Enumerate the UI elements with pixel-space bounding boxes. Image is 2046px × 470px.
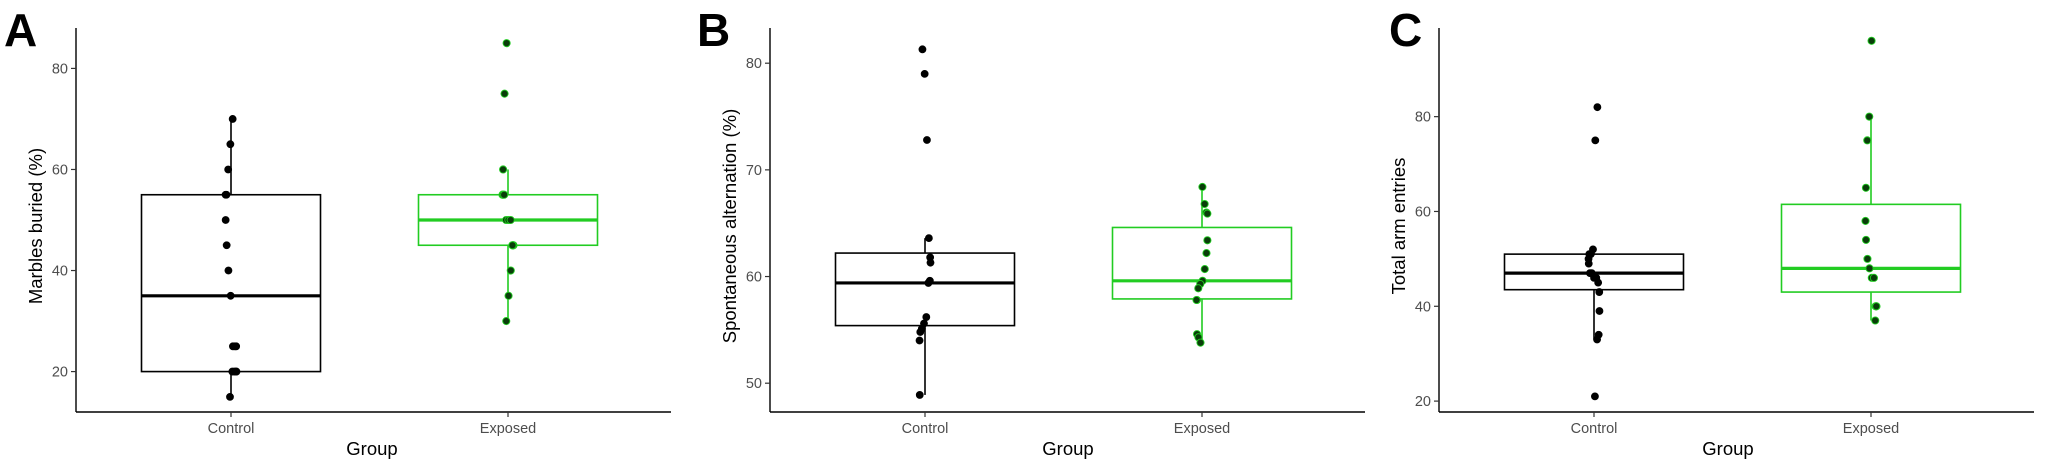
x-tick-label: Exposed bbox=[480, 421, 536, 437]
data-point bbox=[1200, 265, 1209, 274]
x-tick-label: Exposed bbox=[1174, 421, 1230, 437]
data-point bbox=[221, 216, 230, 224]
data-point bbox=[228, 367, 237, 376]
x-axis-title-b: Group bbox=[1042, 438, 1093, 459]
y-tick-label: 60 bbox=[746, 270, 762, 286]
data-point bbox=[226, 392, 234, 401]
box-iqr bbox=[1780, 203, 1962, 293]
data-point bbox=[918, 45, 927, 54]
data-point bbox=[1861, 216, 1870, 225]
y-axis-title-c: Total arm entries bbox=[1388, 158, 1409, 295]
panel-letter-a: A bbox=[4, 4, 37, 56]
x-axis-title-c: Group bbox=[1702, 438, 1753, 459]
data-point bbox=[924, 234, 933, 243]
y-axis-title-b: Spontaneous alternation (%) bbox=[719, 109, 740, 343]
data-point bbox=[1198, 182, 1207, 191]
data-point bbox=[1871, 316, 1880, 325]
data-point bbox=[1595, 307, 1604, 315]
panel-c: C Total arm entries Group 20 40 60 80 Contro… bbox=[1388, 4, 2034, 459]
data-point bbox=[222, 241, 231, 250]
data-point bbox=[915, 391, 924, 399]
data-point bbox=[224, 266, 233, 275]
data-point bbox=[502, 317, 511, 326]
data-point bbox=[1863, 254, 1872, 263]
y-tick-label: 80 bbox=[746, 56, 762, 72]
plot-area-b: 50 60 70 80 Control Exposed bbox=[746, 28, 1365, 437]
y-tick-label: 60 bbox=[1415, 204, 1431, 220]
panel-letter-c: C bbox=[1389, 4, 1422, 56]
data-point bbox=[923, 136, 931, 144]
data-point bbox=[1861, 235, 1871, 244]
data-point bbox=[1194, 284, 1203, 293]
data-point bbox=[1196, 338, 1205, 347]
data-point bbox=[1593, 103, 1602, 112]
data-point bbox=[508, 241, 517, 250]
x-tick-label: Control bbox=[1571, 421, 1618, 437]
data-point bbox=[506, 215, 515, 225]
data-point bbox=[1869, 273, 1879, 282]
panel-b: B Spontaneous alternation (%) Group 50 60… bbox=[697, 4, 1365, 459]
data-point bbox=[1867, 36, 1876, 45]
data-point bbox=[500, 190, 509, 199]
data-point bbox=[221, 190, 230, 199]
box-iqr bbox=[1111, 226, 1293, 300]
y-tick-label: 70 bbox=[746, 163, 762, 179]
x-tick-label: Control bbox=[902, 421, 949, 437]
data-point bbox=[1591, 136, 1600, 145]
y-tick-label: 60 bbox=[52, 162, 68, 178]
data-point bbox=[1200, 199, 1209, 209]
data-point bbox=[920, 69, 929, 78]
data-point bbox=[1595, 288, 1604, 296]
data-point bbox=[500, 89, 509, 98]
panel-letter-b: B bbox=[697, 4, 730, 56]
boxplot-control-c bbox=[1503, 103, 1685, 401]
data-point bbox=[915, 336, 924, 345]
data-point bbox=[1192, 295, 1201, 305]
data-point bbox=[506, 266, 515, 275]
y-tick-label: 40 bbox=[52, 264, 68, 280]
data-point bbox=[1584, 259, 1593, 268]
boxplot-exposed-c bbox=[1780, 36, 1962, 325]
data-point bbox=[224, 165, 233, 174]
y-tick-label: 20 bbox=[52, 365, 68, 381]
data-point bbox=[1594, 278, 1603, 287]
x-tick-label: Exposed bbox=[1843, 421, 1899, 437]
data-point bbox=[916, 328, 925, 336]
data-point bbox=[232, 342, 241, 351]
data-point bbox=[1865, 112, 1874, 121]
boxplot-control-a bbox=[140, 115, 322, 401]
boxplot-exposed-b bbox=[1111, 182, 1293, 347]
data-point bbox=[1865, 264, 1874, 273]
x-axis-title-a: Group bbox=[346, 438, 397, 459]
panel-a: A Marbles buried (%) Group 20 40 60 80 Contr… bbox=[4, 4, 671, 459]
plot-area-c: 20 40 60 80 Control Exposed bbox=[1415, 28, 2034, 437]
boxplot-exposed-a bbox=[417, 39, 599, 326]
data-point bbox=[1203, 236, 1212, 245]
data-point bbox=[1203, 209, 1212, 218]
data-point bbox=[1591, 392, 1599, 401]
data-point bbox=[226, 291, 235, 300]
data-point bbox=[1593, 335, 1601, 344]
data-point bbox=[1202, 249, 1211, 258]
data-point bbox=[924, 279, 933, 287]
data-point bbox=[1872, 302, 1881, 311]
y-tick-label: 50 bbox=[746, 376, 762, 392]
data-point bbox=[499, 165, 508, 174]
data-point bbox=[226, 140, 235, 149]
data-point bbox=[228, 115, 237, 123]
y-axis-title-a: Marbles buried (%) bbox=[25, 148, 46, 304]
x-tick-label: Control bbox=[208, 421, 255, 437]
data-point bbox=[1861, 183, 1870, 192]
boxplot-control-b bbox=[834, 45, 1016, 399]
data-point bbox=[504, 291, 513, 300]
plot-area-a: 20 40 60 80 Control Exposed bbox=[52, 28, 671, 437]
data-point bbox=[1863, 136, 1872, 145]
y-tick-label: 40 bbox=[1415, 299, 1431, 315]
y-tick-label: 80 bbox=[1415, 110, 1431, 126]
y-tick-label: 20 bbox=[1415, 394, 1431, 410]
y-tick-label: 80 bbox=[52, 61, 68, 77]
data-point bbox=[502, 39, 511, 48]
data-point bbox=[926, 258, 935, 267]
